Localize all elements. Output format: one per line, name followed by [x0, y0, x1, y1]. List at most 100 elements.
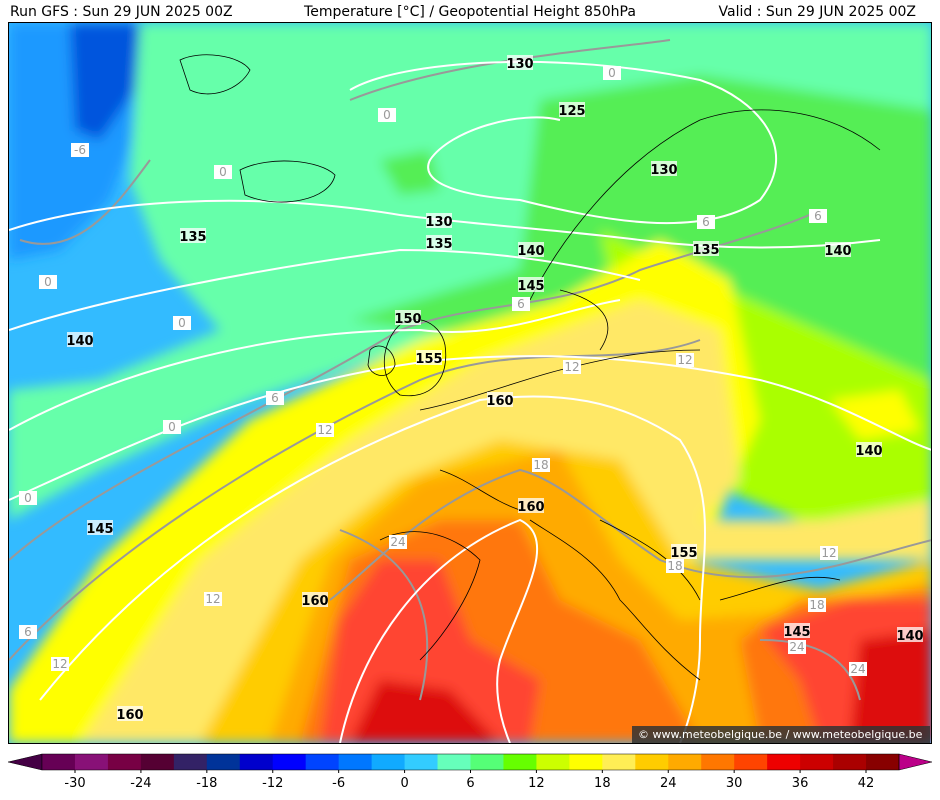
colorbar-tick-label: 24 — [660, 776, 677, 791]
temperature-label: 24 — [789, 640, 804, 654]
colorbar-segment — [42, 754, 76, 770]
temperature-label: 0 — [608, 66, 616, 80]
colorbar-segment — [371, 754, 406, 770]
height-label: 145 — [86, 522, 113, 537]
colorbar-segment — [404, 754, 439, 770]
temperature-label-bg — [788, 640, 806, 654]
height-label-bg — [117, 706, 143, 721]
colorbar-arrow-left — [7, 753, 43, 771]
height-label: 130 — [650, 163, 677, 178]
temperature-label: 6 — [814, 209, 822, 223]
colorbar-segment — [305, 754, 340, 770]
temperature-label-bg — [204, 592, 222, 606]
colorbar-segment — [602, 754, 636, 770]
temperature-label: 18 — [533, 458, 548, 472]
colorbar-tick-label: -18 — [196, 776, 217, 791]
height-label: 135 — [425, 237, 452, 252]
height-label-bg — [825, 242, 851, 257]
colorbar-segment — [272, 754, 307, 770]
height-label: 140 — [517, 244, 544, 259]
watermark: © www.meteobelgique.be / www.meteobelgiq… — [638, 728, 923, 741]
colorbar-segment — [338, 754, 373, 770]
height-label: 155 — [415, 352, 442, 367]
temperature-label-bg — [603, 66, 621, 80]
height-label: 150 — [394, 312, 421, 327]
temperature-label-bg — [563, 360, 581, 374]
colorbar: -30 -24 -18 -12 -6 0 6 12 18 24 30 36 42 — [7, 753, 933, 791]
temperature-label-bg — [389, 535, 407, 549]
colorbar-segment — [536, 754, 570, 770]
colorbar-segment — [701, 754, 735, 770]
height-label: 160 — [517, 500, 544, 515]
colorbar-segment — [74, 754, 109, 770]
temperature-label-bg — [697, 215, 715, 229]
colorbar-segment — [734, 754, 768, 770]
height-label-bg — [518, 277, 544, 292]
temperature-label: 12 — [821, 546, 836, 560]
temperature-label: 12 — [205, 592, 220, 606]
temperature-label: 24 — [390, 535, 405, 549]
temperature-label-bg — [316, 423, 334, 437]
height-label-bg — [897, 627, 923, 642]
colorbar-segment — [107, 754, 142, 770]
height-label-bg — [302, 592, 328, 607]
temperature-label-bg — [820, 546, 838, 560]
colorbar-segment — [206, 754, 241, 770]
temperature-label: -6 — [74, 143, 86, 157]
temperature-label: 12 — [564, 360, 579, 374]
coastlines — [179, 54, 881, 681]
colorbar-segment — [470, 754, 504, 770]
colorbar-tick-label: -6 — [332, 776, 345, 791]
height-label: 125 — [558, 104, 585, 119]
temperature-label-bg — [19, 625, 37, 639]
height-label: 155 — [670, 546, 697, 561]
colorbar-segment — [569, 754, 603, 770]
height-label: 135 — [692, 243, 719, 258]
colorbar-segment — [800, 754, 834, 770]
temperature-label: 12 — [52, 657, 67, 671]
temperature-label-bg — [532, 458, 550, 472]
map-frame — [8, 22, 932, 744]
height-label-bg — [651, 161, 677, 176]
temperature-label: 0 — [178, 316, 186, 330]
height-label-bg — [507, 55, 533, 70]
height-label: 145 — [517, 279, 544, 294]
colorbar-tick-label: -30 — [64, 776, 85, 791]
height-label-bg — [487, 392, 513, 407]
temperature-label-bg — [39, 275, 57, 289]
height-label-bg — [671, 544, 697, 559]
height-label-bg — [395, 310, 421, 325]
colorbar-arrow-right — [898, 753, 933, 771]
watermark-box — [632, 726, 930, 743]
temperature-label-bg — [266, 391, 284, 405]
height-label-bg — [856, 442, 882, 457]
colorbar-tick-label: 42 — [858, 776, 875, 791]
colorbar-segment — [173, 754, 208, 770]
temperature-label: 6 — [517, 297, 525, 311]
temperature-label: 12 — [317, 423, 332, 437]
height-label-bg — [426, 213, 452, 228]
temperature-label-bg — [19, 491, 37, 505]
temperature-label: 24 — [850, 662, 865, 676]
temperature-label-bg — [51, 657, 69, 671]
colorbar-tick-label: 6 — [466, 776, 474, 791]
height-label-bg — [518, 242, 544, 257]
colorbar-tick-label: -24 — [130, 776, 151, 791]
colorbar-segment — [437, 754, 471, 770]
temperature-label-bg — [512, 297, 530, 311]
colorbar-segment — [668, 754, 702, 770]
temperature-label-bg — [71, 143, 89, 157]
colorbar-tick-label: 12 — [528, 776, 545, 791]
colorbar-segment — [239, 754, 274, 770]
temperature-label-bg — [666, 559, 684, 573]
height-label-bg — [87, 520, 113, 535]
temperature-label-bg — [808, 598, 826, 612]
height-label: 160 — [301, 594, 328, 609]
colorbar-tick-label: 30 — [726, 776, 743, 791]
height-label-bg — [693, 241, 719, 256]
height-label: 145 — [783, 625, 810, 640]
height-label: 135 — [179, 230, 206, 245]
temperature-label-bg — [173, 316, 191, 330]
height-label-bg — [559, 102, 585, 117]
